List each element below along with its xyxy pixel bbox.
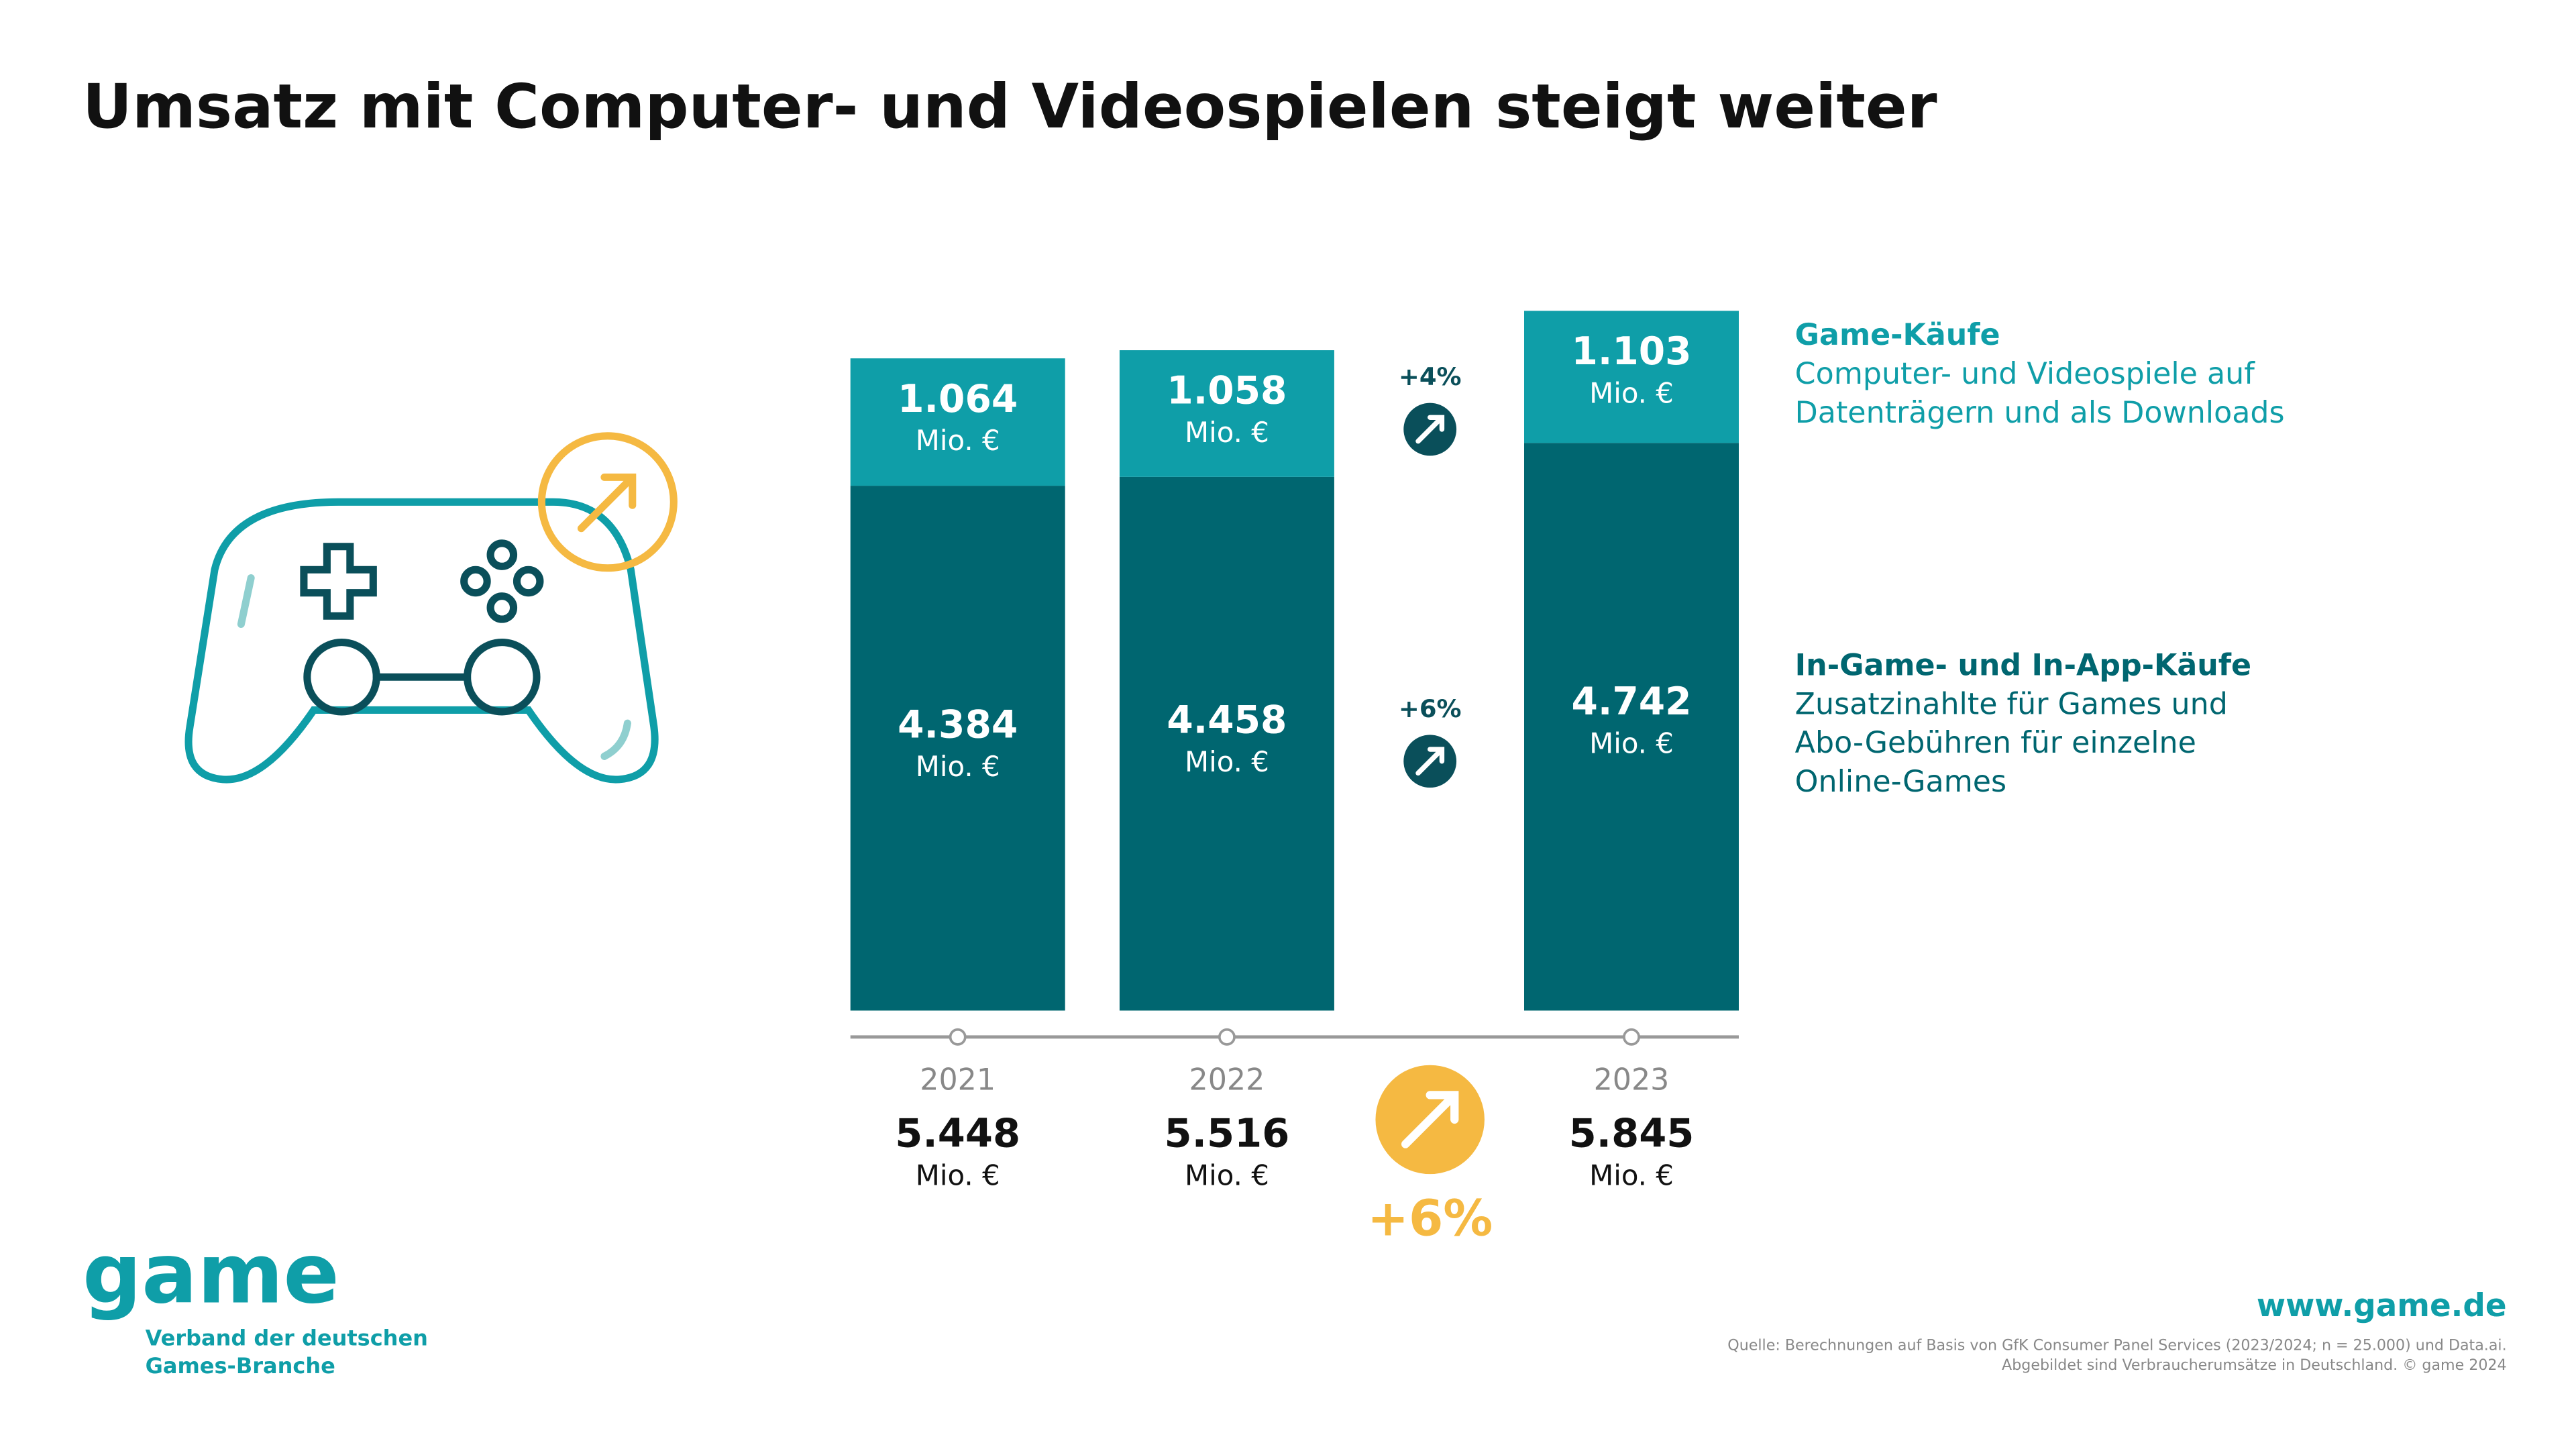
growth-arrow bbox=[1401, 1091, 1459, 1148]
value-label: 4.384 bbox=[898, 703, 1018, 747]
chart-title: Umsatz mit Computer- und Videospielen st… bbox=[83, 71, 1937, 142]
growth-arrow bbox=[577, 473, 637, 533]
unit-label: Mio. € bbox=[1589, 727, 1674, 760]
controller-icon bbox=[184, 432, 678, 784]
bar-segment bbox=[850, 358, 1065, 486]
unit-label: Mio. € bbox=[1589, 376, 1674, 409]
buttons bbox=[460, 539, 544, 623]
total-growth: +6% bbox=[1367, 1190, 1493, 1248]
x-tick-label: 2023 bbox=[1594, 1063, 1670, 1097]
controller-detail bbox=[600, 719, 631, 760]
x-tick-label: 2021 bbox=[920, 1063, 996, 1097]
dpad bbox=[300, 543, 377, 620]
value-label: 4.458 bbox=[1167, 698, 1287, 742]
org-line: Verband der deutschen bbox=[146, 1325, 428, 1350]
timeline-dot bbox=[1218, 1028, 1236, 1046]
timeline-dot bbox=[1623, 1028, 1640, 1046]
legend-title: Game-Käufe bbox=[1795, 318, 2000, 352]
url: www.game.de bbox=[2257, 1288, 2507, 1324]
unit-label: Mio. € bbox=[916, 750, 1000, 783]
sticks bbox=[303, 639, 541, 716]
total-label: 5.845 bbox=[1569, 1110, 1695, 1157]
legend-text: Computer- und Videospiele auf bbox=[1795, 357, 2256, 391]
org-line: Games-Branche bbox=[146, 1353, 335, 1379]
source: Quelle: Berechnungen auf Basis von GfK C… bbox=[1727, 1337, 2506, 1354]
unit-label: Mio. € bbox=[1589, 1159, 1674, 1192]
growth-arrow bbox=[1415, 415, 1445, 444]
bar-segment bbox=[850, 486, 1065, 1011]
controller-detail bbox=[237, 574, 255, 629]
unit-label: Mio. € bbox=[916, 424, 1000, 457]
growth-label: +4% bbox=[1399, 362, 1462, 391]
unit-label: Mio. € bbox=[1185, 1159, 1269, 1192]
bar-segment bbox=[1119, 476, 1334, 1011]
logo: game bbox=[83, 1226, 339, 1322]
x-tick-label: 2022 bbox=[1189, 1063, 1265, 1097]
legend-text: Online-Games bbox=[1795, 765, 2006, 799]
value-label: 1.058 bbox=[1167, 369, 1287, 413]
legend-text: Datenträgern und als Downloads bbox=[1795, 396, 2285, 430]
bar-segment bbox=[1119, 350, 1334, 477]
unit-label: Mio. € bbox=[1185, 745, 1269, 778]
growth-label: +6% bbox=[1399, 694, 1462, 723]
source: Abgebildet sind Verbraucherumsätze in De… bbox=[2002, 1356, 2507, 1374]
legend-text: Zusatzinahlte für Games und bbox=[1795, 687, 2228, 721]
bar-segment bbox=[1524, 443, 1739, 1011]
controller-body bbox=[184, 498, 659, 784]
value-label: 4.742 bbox=[1571, 680, 1691, 724]
timeline-dot bbox=[949, 1028, 967, 1046]
value-label: 1.064 bbox=[898, 377, 1018, 421]
growth-badge bbox=[537, 432, 678, 572]
unit-label: Mio. € bbox=[1185, 416, 1269, 449]
growth-arrow bbox=[1415, 747, 1445, 776]
unit-label: Mio. € bbox=[916, 1159, 1000, 1192]
total-label: 5.516 bbox=[1165, 1110, 1290, 1157]
total-label: 5.448 bbox=[895, 1110, 1020, 1157]
value-label: 1.103 bbox=[1571, 329, 1691, 374]
bar-segment bbox=[1524, 311, 1739, 443]
legend-text: Abo-Gebühren für einzelne bbox=[1795, 726, 2196, 760]
legend-title: In-Game- und In-App-Käufe bbox=[1795, 648, 2251, 682]
